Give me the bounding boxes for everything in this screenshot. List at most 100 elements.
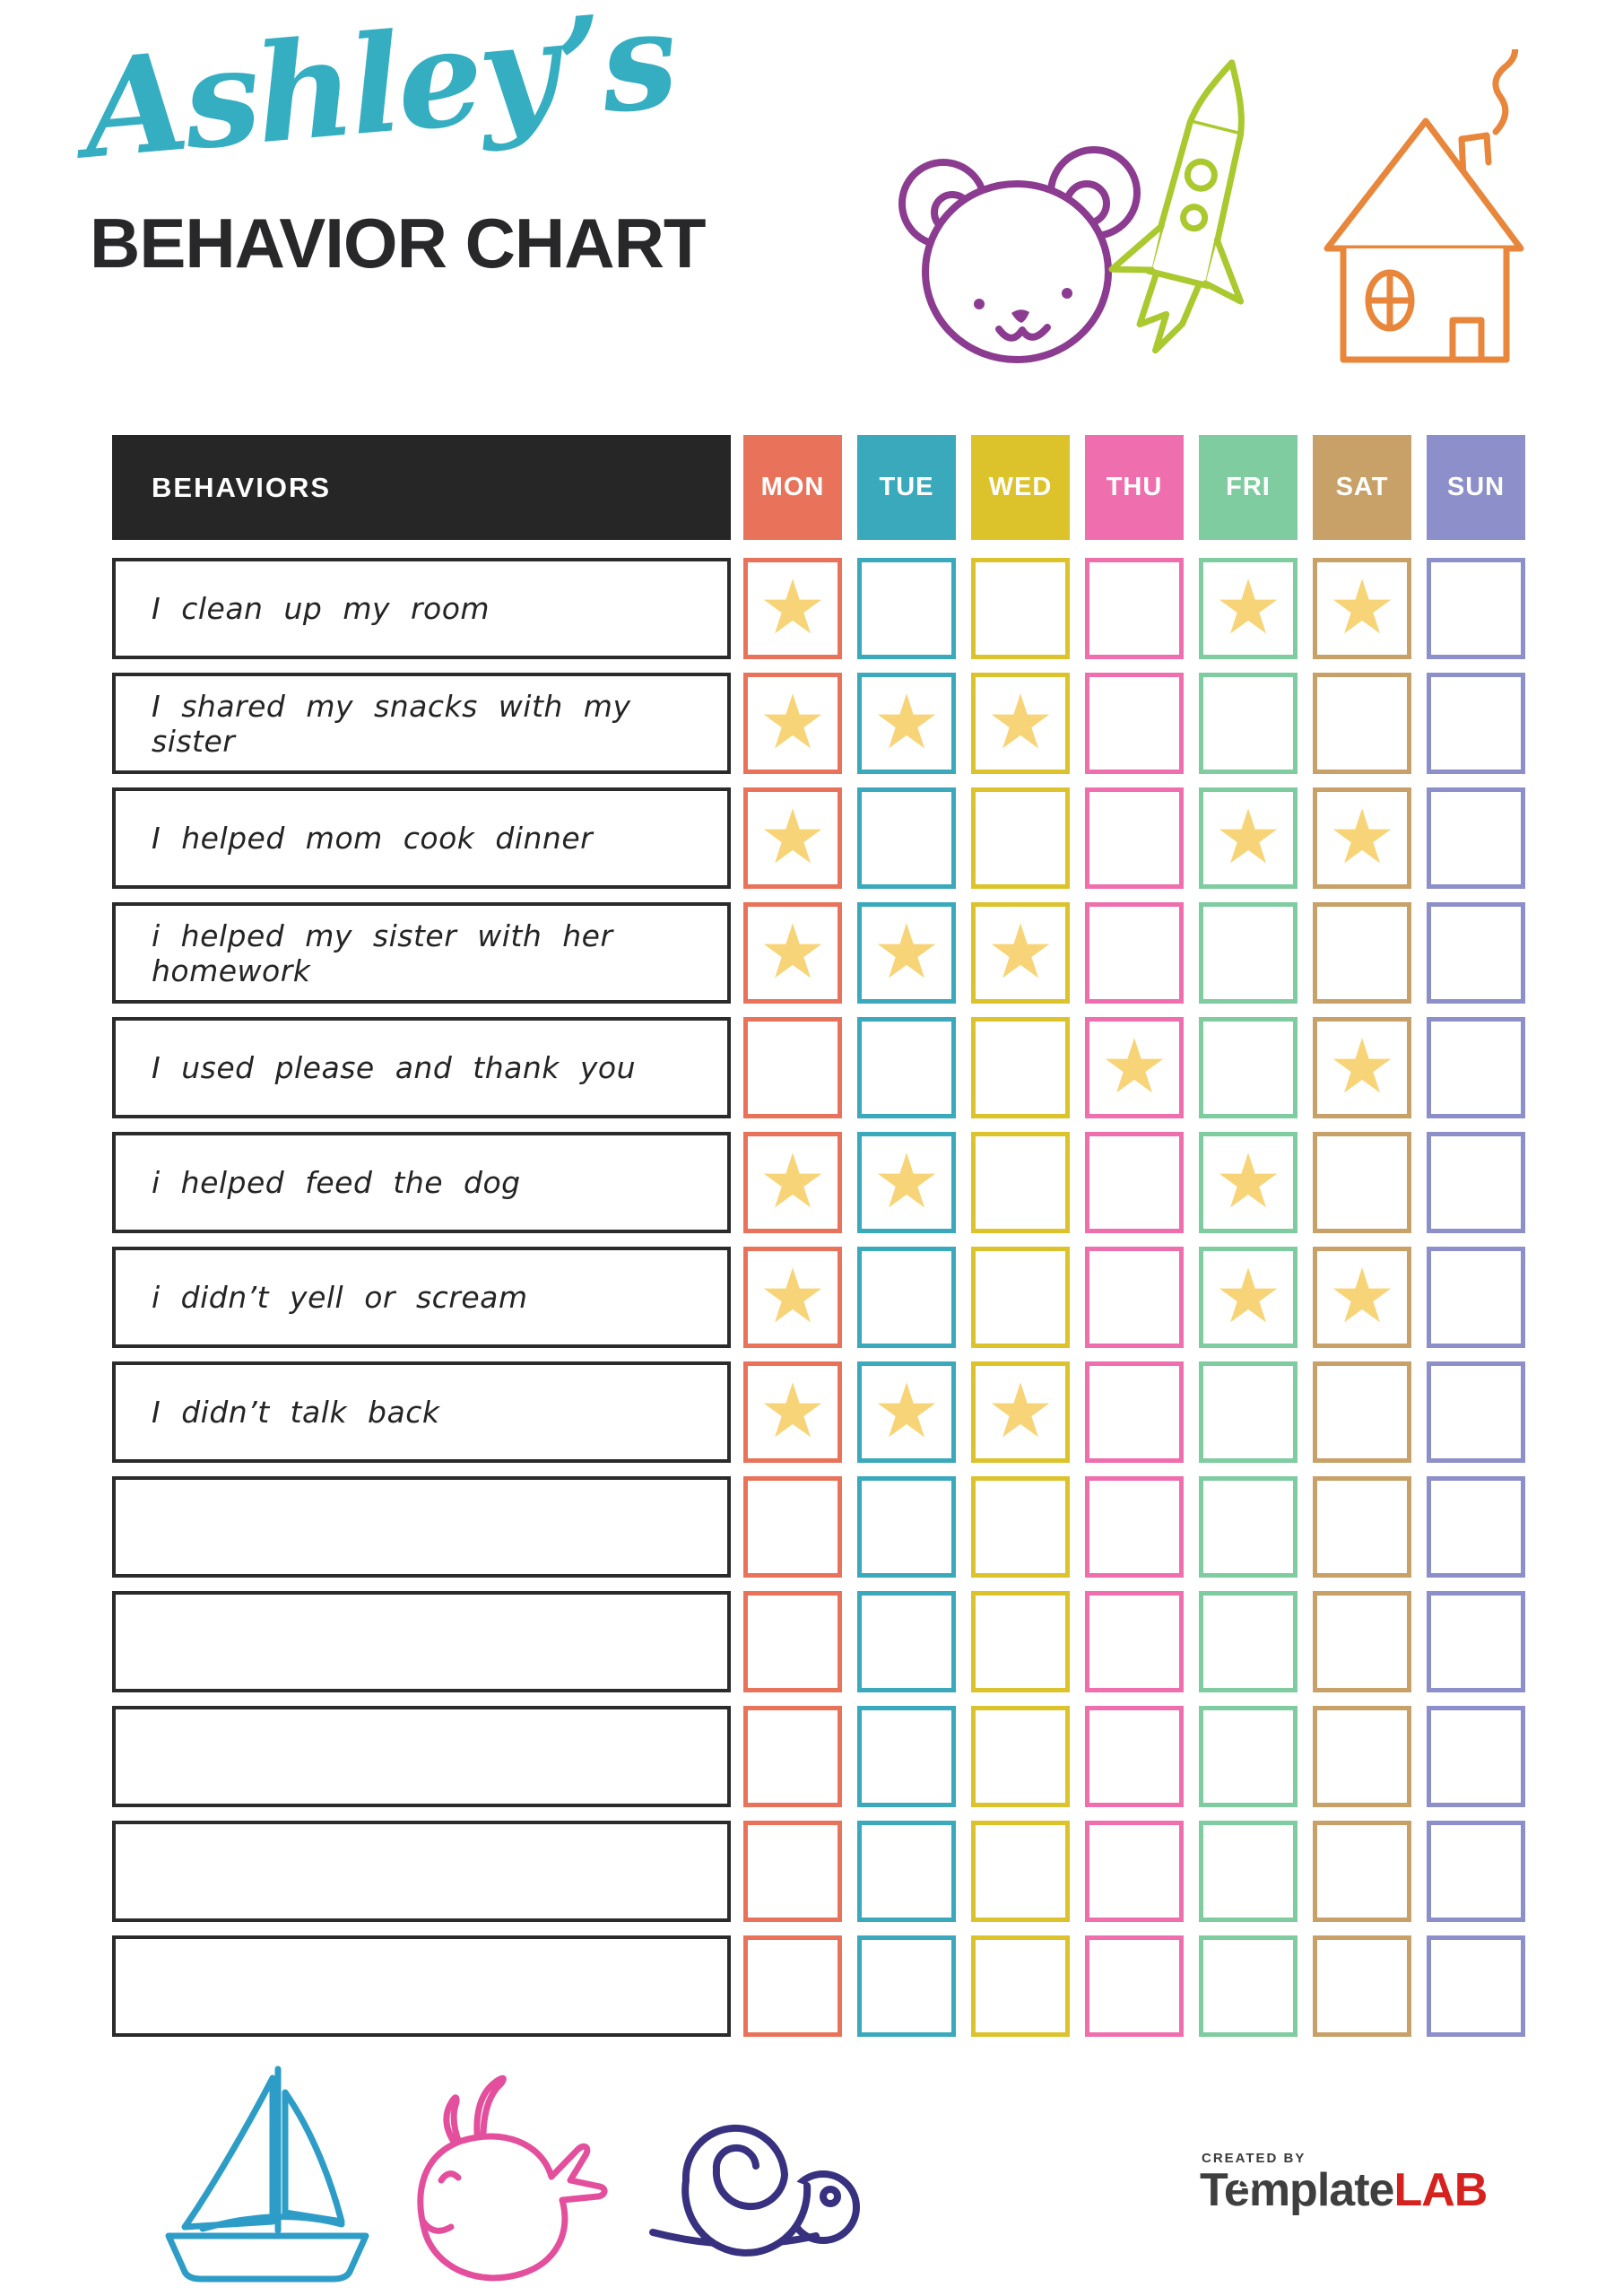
day-cells: ★ ★ ★ bbox=[743, 558, 1525, 659]
star-cell-sun bbox=[1427, 558, 1525, 659]
day-headers: MON TUE WED THU FRI SAT SUN bbox=[743, 435, 1525, 540]
behavior-cell bbox=[112, 1935, 731, 2037]
star-cell-thu bbox=[1085, 673, 1184, 774]
table-row: i helped my sister with her homework ★ ★ ★ bbox=[112, 902, 1525, 1004]
day-header-tue: TUE bbox=[857, 435, 956, 540]
star-cell-fri bbox=[1199, 902, 1298, 1004]
star-cell-mon bbox=[743, 1591, 842, 1692]
star-cell-sat bbox=[1313, 1132, 1411, 1233]
star-cell-tue: ★ bbox=[857, 902, 956, 1004]
star-cell-sat bbox=[1313, 673, 1411, 774]
star-cell-sat: ★ bbox=[1313, 558, 1411, 659]
table-row bbox=[112, 1935, 1525, 2037]
behavior-cell bbox=[112, 1591, 731, 1692]
star-icon: ★ bbox=[872, 1366, 941, 1455]
behavior-cell: i helped feed the dog bbox=[112, 1132, 731, 1233]
behavior-cell bbox=[112, 1706, 731, 1807]
star-cell-thu bbox=[1085, 1821, 1184, 1922]
title-block: Ashley’s BEHAVIOR CHART bbox=[77, 0, 707, 283]
behavior-cell bbox=[112, 1821, 731, 1922]
star-cell-sat: ★ bbox=[1313, 787, 1411, 889]
star-cell-wed: ★ bbox=[971, 673, 1070, 774]
star-cell-wed bbox=[971, 558, 1070, 659]
table-row: i didn’t yell or scream ★ ★ ★ bbox=[112, 1247, 1525, 1348]
whale-icon bbox=[417, 2074, 608, 2282]
brand-wordmark: Template LAB bbox=[1200, 2164, 1488, 2216]
table-row: I didn’t talk back ★ ★ ★ bbox=[112, 1361, 1525, 1463]
star-cell-fri: ★ bbox=[1199, 1132, 1298, 1233]
behaviors-column-header: BEHAVIORS bbox=[112, 435, 731, 540]
table-row bbox=[112, 1821, 1525, 1922]
star-cell-mon bbox=[743, 1821, 842, 1922]
table-row bbox=[112, 1476, 1525, 1578]
day-header-thu: THU bbox=[1085, 435, 1184, 540]
star-cell-thu bbox=[1085, 787, 1184, 889]
day-cells bbox=[743, 1706, 1525, 1807]
table-row: I shared my snacks with my sister ★ ★ ★ bbox=[112, 673, 1525, 774]
star-cell-wed bbox=[971, 1821, 1070, 1922]
star-cell-sun bbox=[1427, 1821, 1525, 1922]
logo-template: Template bbox=[1200, 2164, 1394, 2216]
star-icon: ★ bbox=[759, 562, 827, 651]
star-cell-thu bbox=[1085, 1247, 1184, 1348]
star-cell-fri bbox=[1199, 1821, 1298, 1922]
star-cell-mon bbox=[743, 1935, 842, 2037]
star-cell-sun bbox=[1427, 1935, 1525, 2037]
star-cell-thu bbox=[1085, 1935, 1184, 2037]
star-cell-mon bbox=[743, 1476, 842, 1578]
star-cell-sun bbox=[1427, 902, 1525, 1004]
day-header-mon: MON bbox=[743, 435, 842, 540]
star-cell-sat bbox=[1313, 1935, 1411, 2037]
logo-lab: LAB bbox=[1393, 2164, 1488, 2216]
star-cell-sun bbox=[1427, 673, 1525, 774]
star-cell-sat: ★ bbox=[1313, 1247, 1411, 1348]
star-cell-sun bbox=[1427, 1591, 1525, 1692]
star-cell-sun bbox=[1427, 1247, 1525, 1348]
behavior-cell: i helped my sister with her homework bbox=[112, 902, 731, 1004]
star-cell-wed bbox=[971, 1017, 1070, 1118]
star-cell-tue bbox=[857, 1017, 956, 1118]
day-cells bbox=[743, 1591, 1525, 1692]
star-icon: ★ bbox=[986, 907, 1055, 996]
star-cell-tue bbox=[857, 1821, 956, 1922]
star-icon: ★ bbox=[759, 1251, 827, 1340]
star-cell-thu bbox=[1085, 1361, 1184, 1463]
table-row bbox=[112, 1706, 1525, 1807]
star-icon: ★ bbox=[986, 1366, 1055, 1455]
page-title: BEHAVIOR CHART bbox=[90, 204, 707, 283]
star-cell-mon: ★ bbox=[743, 1132, 842, 1233]
star-cell-wed bbox=[971, 1935, 1070, 2037]
star-icon: ★ bbox=[872, 907, 941, 996]
star-icon: ★ bbox=[1328, 1022, 1396, 1110]
top-doodles bbox=[898, 49, 1524, 363]
star-cell-fri bbox=[1199, 1706, 1298, 1807]
star-cell-thu bbox=[1085, 1476, 1184, 1578]
behavior-cell: I helped mom cook dinner bbox=[112, 787, 731, 889]
star-cell-mon: ★ bbox=[743, 1247, 842, 1348]
day-header-fri: FRI bbox=[1199, 435, 1298, 540]
star-cell-thu bbox=[1085, 902, 1184, 1004]
star-icon: ★ bbox=[872, 677, 941, 766]
star-icon: ★ bbox=[1214, 792, 1282, 881]
star-cell-wed: ★ bbox=[971, 902, 1070, 1004]
star-cell-tue bbox=[857, 1591, 956, 1692]
day-cells: ★ ★ ★ bbox=[743, 787, 1525, 889]
star-cell-tue bbox=[857, 1935, 956, 2037]
day-cells bbox=[743, 1821, 1525, 1922]
star-cell-fri bbox=[1199, 1935, 1298, 2037]
day-cells bbox=[743, 1476, 1525, 1578]
star-cell-wed bbox=[971, 1591, 1070, 1692]
star-cell-mon: ★ bbox=[743, 1361, 842, 1463]
day-cells: ★ ★ bbox=[743, 1017, 1525, 1118]
star-cell-mon: ★ bbox=[743, 787, 842, 889]
star-cell-tue bbox=[857, 1247, 956, 1348]
star-cell-mon bbox=[743, 1017, 842, 1118]
house-icon bbox=[1324, 49, 1524, 363]
table-row bbox=[112, 1591, 1525, 1692]
star-cell-sat bbox=[1313, 1821, 1411, 1922]
day-header-wed: WED bbox=[971, 435, 1070, 540]
table-row: I helped mom cook dinner ★ ★ ★ bbox=[112, 787, 1525, 889]
created-by-label: CREATED BY bbox=[1202, 2151, 1306, 2166]
star-cell-tue: ★ bbox=[857, 1361, 956, 1463]
